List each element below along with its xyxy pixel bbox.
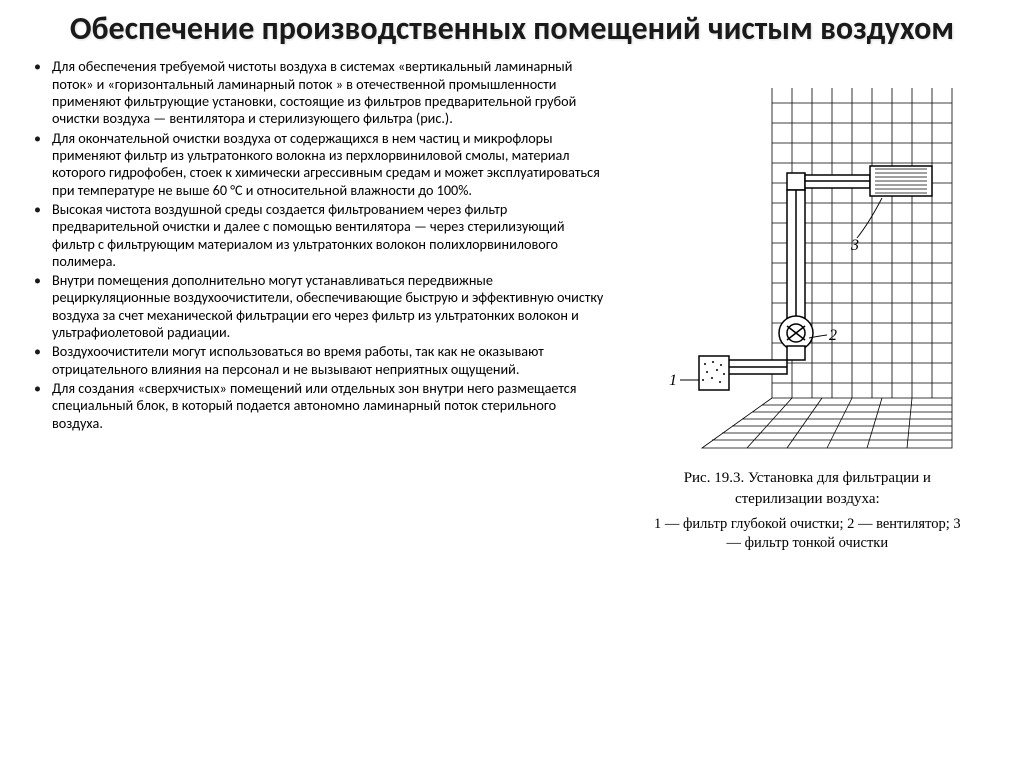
bullet-list: Для обеспечения требуемой чистоты воздух…: [30, 58, 609, 432]
bullet-item: Для обеспечения требуемой чистоты воздух…: [52, 58, 609, 127]
bullet-item: Внутри помещения дополнительно могут уст…: [52, 272, 609, 341]
slide-title: Обеспечение производственных помещений ч…: [30, 10, 994, 48]
svg-text:2: 2: [829, 327, 837, 344]
figure-caption-title: Рис. 19.3. Установка для фильтрации и ст…: [652, 468, 962, 509]
bullet-item: Воздухоочистители могут использоваться в…: [52, 343, 609, 378]
bullet-item: Для создания «сверхчистых» помещений или…: [52, 380, 609, 432]
content-row: Для обеспечения требуемой чистоты воздух…: [30, 58, 994, 552]
bullet-item: Высокая чистота воздушной среды создаетс…: [52, 201, 609, 270]
svg-text:1: 1: [669, 372, 677, 389]
figure-container: 3 2 1 Рис. 19.3. Установка для фильтраци…: [621, 58, 994, 552]
bullet-item: Для окончательной очистки воздуха от сод…: [52, 130, 609, 199]
svg-text:3: 3: [850, 237, 859, 254]
bullet-list-container: Для обеспечения требуемой чистоты воздух…: [30, 58, 609, 552]
figure-caption-legend: 1 — фильтр глубокой очистки; 2 — вентиля…: [652, 515, 962, 553]
filtration-diagram: 3 2 1: [647, 78, 967, 458]
slide-container: Обеспечение производственных помещений ч…: [0, 0, 1024, 767]
